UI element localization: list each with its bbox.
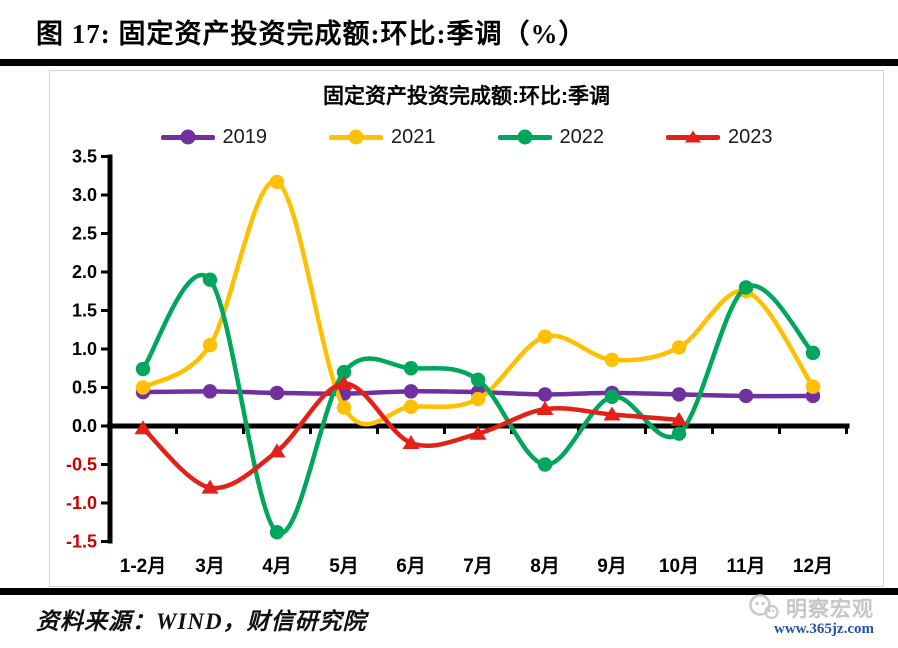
legend-label: 2021 [391,125,436,148]
legend-label: 2022 [559,125,605,148]
watermark: 明察宏观 www.365jz.com [704,593,874,638]
figure-title: 图 17: 固定资产投资完成额:环比:季调（%） [36,19,587,49]
chart-title: 固定资产投资完成额:环比:季调 [323,85,610,108]
legend-item-2019: 2019 [160,125,268,149]
legend-marker-circle [329,129,383,145]
watermark-logo-icon [749,594,779,620]
watermark-url: www.365jz.com [774,621,874,637]
title-divider [0,59,898,66]
legend-item-2022: 2022 [497,125,605,149]
legend-item-2021: 2021 [329,126,436,149]
chart-legend: 2019 2021 2022 2023 [49,122,884,152]
watermark-name: 明察宏观 [786,598,874,621]
legend-label: 2023 [728,125,773,148]
footer-divider [0,588,898,595]
legend-item-2023: 2023 [666,126,773,149]
legend-marker-circle [497,129,552,145]
legend-marker-circle [160,129,215,145]
data-source: 资料来源：WIND，财信研究院 [36,609,367,634]
legend-marker-triangle [666,130,720,143]
legend-label: 2019 [222,125,268,148]
